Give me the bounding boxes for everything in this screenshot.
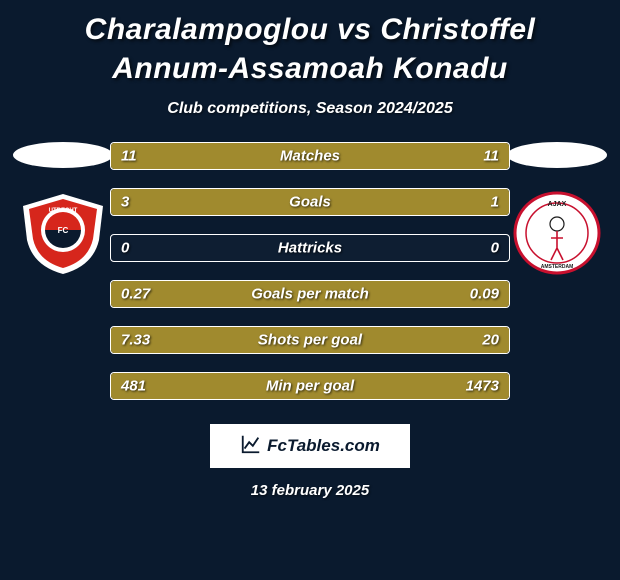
page-title: Charalampoglou vs Christoffel Annum-Assa… — [0, 0, 620, 94]
date-label: 13 february 2025 — [0, 482, 620, 499]
stat-row: 0 Hattricks 0 — [110, 234, 510, 262]
stat-label: Hattricks — [278, 240, 342, 257]
chart-icon — [240, 433, 262, 460]
svg-text:UTRECHT: UTRECHT — [49, 208, 78, 214]
player-left-column: UTRECHT FC — [8, 142, 118, 276]
stat-row: 3 Goals 1 — [110, 188, 510, 216]
page-subtitle: Club competitions, Season 2024/2025 — [0, 100, 620, 118]
stat-row: 481 Min per goal 1473 — [110, 372, 510, 400]
stat-value-right: 1473 — [466, 378, 499, 395]
stat-label: Goals — [289, 194, 331, 211]
stat-value-right: 1 — [491, 194, 499, 211]
stat-value-left: 11 — [121, 148, 137, 165]
stat-value-left: 3 — [121, 194, 129, 211]
player-right-photo-placeholder — [507, 142, 607, 168]
svg-text:FC: FC — [58, 226, 69, 235]
stat-label: Shots per goal — [258, 332, 362, 349]
stat-value-left: 0.27 — [121, 286, 150, 303]
stat-bar-right — [209, 373, 509, 399]
player-left-photo-placeholder — [13, 142, 113, 168]
club-logo-left: UTRECHT FC — [13, 190, 113, 276]
stat-value-left: 7.33 — [121, 332, 150, 349]
stat-value-left: 481 — [121, 378, 146, 395]
stat-bar-left — [111, 189, 410, 215]
branding-text: FcTables.com — [267, 436, 380, 456]
stat-row: 11 Matches 11 — [110, 142, 510, 170]
svg-text:AJAX: AJAX — [548, 201, 567, 208]
stat-value-right: 0 — [491, 240, 499, 257]
stat-value-left: 0 — [121, 240, 129, 257]
stat-row: 0.27 Goals per match 0.09 — [110, 280, 510, 308]
stat-value-right: 11 — [483, 148, 499, 165]
stat-label: Goals per match — [251, 286, 369, 303]
stat-label: Min per goal — [266, 378, 354, 395]
player-right-column: AJAX AMSTERDAM — [502, 142, 612, 276]
svg-text:AMSTERDAM: AMSTERDAM — [541, 264, 574, 270]
stat-value-right: 0.09 — [470, 286, 499, 303]
stat-label: Matches — [280, 148, 340, 165]
stat-row: 7.33 Shots per goal 20 — [110, 326, 510, 354]
stats-list: 11 Matches 11 3 Goals 1 0 Hattricks 0 0.… — [110, 142, 510, 400]
comparison-panel: UTRECHT FC AJAX AMSTERDAM 11 Matches 11 — [0, 142, 620, 400]
club-logo-right: AJAX AMSTERDAM — [507, 190, 607, 276]
branding-badge: FcTables.com — [210, 424, 410, 468]
stat-value-right: 20 — [482, 332, 499, 349]
